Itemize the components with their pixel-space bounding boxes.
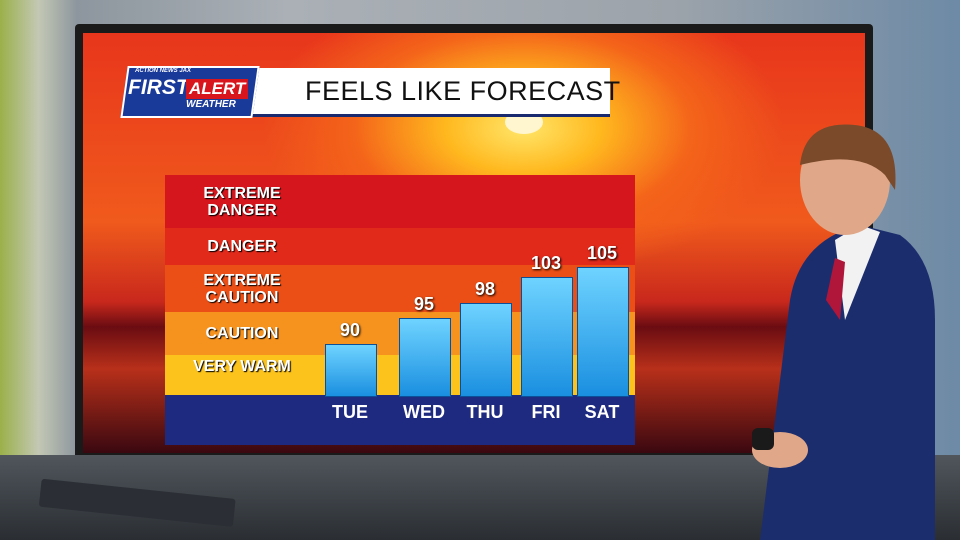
logo-first: FIRST	[128, 76, 189, 99]
zone-label: VERY WARM	[193, 358, 291, 375]
value-label: 90	[339, 319, 361, 340]
x-tick-label: TUE	[332, 402, 368, 422]
zone-label: EXTREME DANGER	[203, 184, 281, 219]
value-label: 103	[530, 253, 562, 274]
x-tick-label: WED	[403, 402, 445, 422]
zone-label: DANGER	[207, 237, 277, 255]
bar	[521, 277, 573, 397]
logo-weather: WEATHER	[186, 99, 236, 110]
presenter-shirt	[835, 225, 880, 320]
x-tick-label: FRI	[531, 402, 561, 422]
presenter-suit	[760, 225, 935, 540]
bar	[325, 343, 377, 397]
zone-band	[165, 228, 635, 265]
sun	[505, 110, 543, 134]
chart-title: FEELS LIKE FORECAST	[305, 76, 621, 106]
value-label: 98	[474, 278, 496, 299]
x-tick-label: SAT	[584, 402, 620, 422]
zone-label: CAUTION	[205, 324, 279, 342]
bar	[399, 318, 451, 397]
zone-label: EXTREME CAUTION	[203, 271, 281, 306]
zone-band	[165, 175, 635, 228]
logo-network: ACTION NEWS JAX	[135, 68, 192, 74]
value-label: 95	[413, 294, 435, 315]
value-label: 105	[586, 243, 618, 264]
bar	[460, 302, 512, 397]
logo-alert: ALERT	[186, 79, 249, 99]
presenter-tie	[826, 258, 845, 320]
clicker[interactable]	[752, 428, 774, 450]
keyboard	[39, 478, 236, 527]
bar	[577, 267, 629, 397]
presenter-hair	[800, 124, 896, 190]
x-tick-label: THU	[466, 402, 504, 422]
